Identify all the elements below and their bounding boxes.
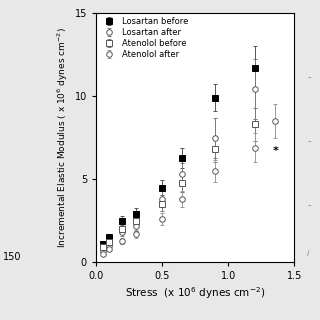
Y-axis label: Incremental Elastic Modulus ( x 10$^6$ dynes cm$^{-2}$): Incremental Elastic Modulus ( x 10$^6$ d… (56, 27, 70, 248)
Text: -: - (307, 200, 311, 210)
Text: -: - (307, 72, 311, 82)
Text: 150: 150 (3, 252, 22, 262)
Text: i: i (307, 249, 309, 258)
X-axis label: Stress  (x 10$^6$ dynes cm$^{-2}$): Stress (x 10$^6$ dynes cm$^{-2}$) (125, 285, 265, 301)
Text: *: * (273, 146, 279, 156)
Legend: Losartan before, Losartan after, Atenolol before, Atenolol after: Losartan before, Losartan after, Atenolo… (99, 15, 190, 61)
Text: -: - (307, 136, 311, 146)
